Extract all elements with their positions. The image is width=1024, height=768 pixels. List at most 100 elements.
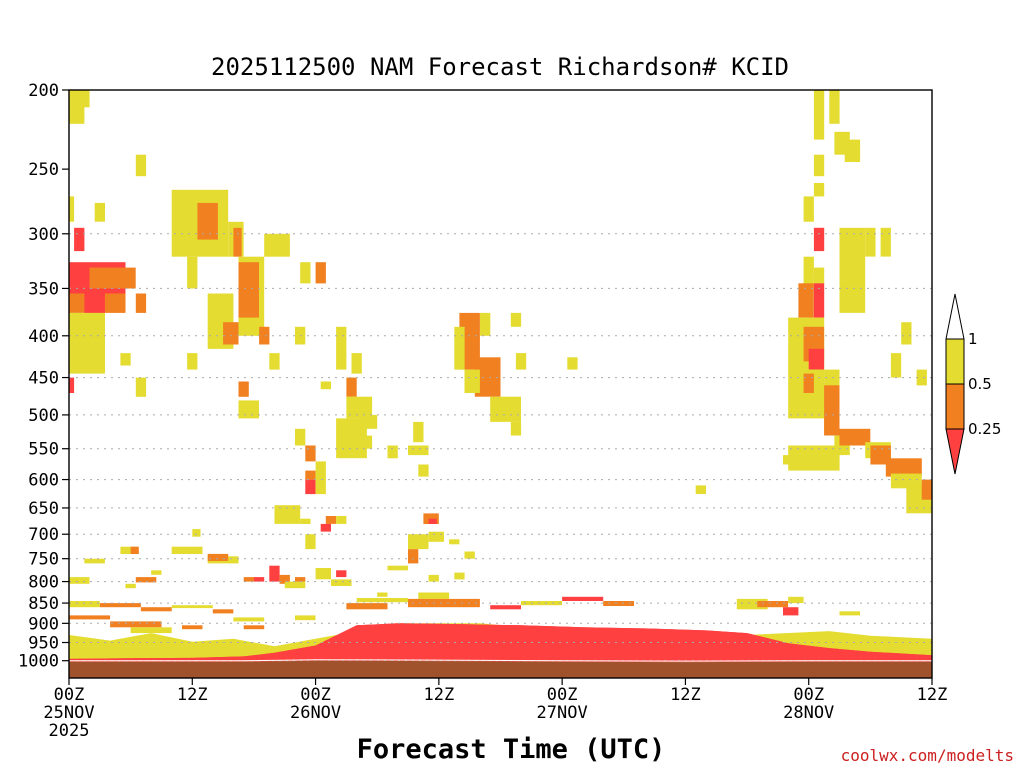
y-tick-label: 800 — [28, 573, 59, 593]
ri-cell-mid — [238, 381, 249, 397]
ri-cell-high — [783, 455, 809, 465]
ri-cell-high — [120, 546, 136, 554]
y-tick-label: 350 — [28, 279, 59, 299]
ri-cell-high — [315, 461, 326, 495]
ri-cell-high — [454, 572, 465, 580]
ri-cell-high — [125, 583, 136, 589]
ri-cell-high — [284, 581, 306, 589]
y-axis: 200 250 300 350 400 450 500 550 600 650 700 750 8008… — [18, 81, 69, 672]
ri-cell-high — [490, 396, 521, 422]
ri-cell-high — [295, 428, 306, 446]
x-tick-label: 27NOV — [537, 703, 588, 723]
colorbar-label: 1 — [968, 330, 978, 348]
ri-cell-high — [135, 377, 147, 397]
y-tick-label: 700 — [28, 525, 59, 545]
ri-cell-mid — [207, 553, 229, 561]
ri-cell-mid — [182, 625, 203, 630]
ri-cell-high — [238, 400, 259, 419]
ri-cell-high — [890, 473, 922, 489]
x-tick-label: 12Z — [917, 685, 948, 705]
ri-cell-high — [865, 227, 876, 257]
credit-link[interactable]: coolwx.com/modelts — [841, 746, 1014, 765]
ri-cell-mid — [279, 574, 290, 584]
ri-cell-low — [84, 293, 105, 313]
ri-cell-mid — [140, 607, 172, 612]
ri-cell-mid — [305, 470, 316, 480]
ri-cell-high — [418, 592, 450, 599]
ri-cell-high — [839, 227, 866, 313]
ri-cell-high — [171, 546, 203, 554]
ri-cell-mid — [757, 601, 789, 608]
ri-cell-high — [839, 611, 860, 616]
x-tick-label: 2025 — [49, 721, 90, 741]
y-tick-label: 400 — [28, 327, 59, 347]
ri-cell-high — [120, 353, 131, 366]
ri-cell-high — [300, 262, 311, 284]
y-tick-label: 500 — [28, 406, 59, 426]
ri-cell-mid — [824, 385, 840, 436]
ri-cell-high — [464, 551, 475, 559]
ri-cell-mid — [259, 326, 270, 345]
ri-cell-high — [454, 326, 465, 370]
ri-cell-mid — [223, 322, 239, 345]
ri-cell-mid — [238, 262, 259, 318]
y-tick-label: 1000 — [18, 652, 59, 672]
ri-cell-mid — [408, 598, 480, 608]
ri-cell-high — [187, 353, 198, 370]
ri-cell-low — [783, 607, 799, 616]
ri-cell-high — [813, 154, 825, 177]
ri-cell-mid — [798, 283, 814, 318]
ri-cell-high — [510, 421, 522, 436]
y-tick-label: 300 — [28, 225, 59, 245]
ri-cell-mid — [135, 293, 147, 313]
ri-cell-mid — [885, 458, 922, 477]
ri-cell-high — [567, 357, 578, 370]
ri-cell-low — [69, 377, 75, 393]
x-tick-label: 00Z — [54, 685, 85, 705]
ri-cell-mid — [295, 577, 306, 582]
ri-cell-low — [808, 348, 825, 370]
ri-cell-high — [69, 312, 105, 374]
ri-cell-high — [331, 579, 352, 586]
ri-cell-mid — [921, 479, 932, 500]
heatmap-cells — [69, 90, 932, 663]
x-tick-label: 26NOV — [290, 703, 341, 723]
ri-cell-high — [480, 312, 491, 336]
x-tick-label: 12Z — [423, 685, 454, 705]
ri-cell-mid — [243, 625, 265, 630]
colorbar-label: 0.25 — [968, 420, 1001, 438]
ri-cell-high — [916, 369, 927, 386]
ri-cell-high — [377, 592, 388, 597]
ri-cell-mid — [212, 609, 234, 614]
ri-cell-high — [171, 605, 213, 609]
ri-cell-mid — [69, 615, 111, 620]
ri-cell-mid — [870, 445, 891, 465]
x-tick-label: 00Z — [300, 685, 331, 705]
ri-cell-low — [428, 518, 437, 524]
x-tick-label: 12Z — [177, 685, 208, 705]
ri-cell-high — [464, 369, 480, 393]
colorbar-bottom-arrow — [945, 428, 965, 475]
ri-cell-low — [305, 479, 316, 495]
ri-cell-low — [562, 596, 604, 601]
ri-cell-high — [813, 183, 825, 197]
y-tick-label: 450 — [28, 369, 59, 389]
ri-cell-high — [69, 577, 90, 584]
ri-cell-high — [94, 202, 105, 222]
ri-cell-low — [336, 570, 347, 578]
colorbar-swatch-mid — [945, 383, 965, 430]
ri-cell-mid — [315, 262, 326, 284]
ri-cell-high — [901, 322, 912, 345]
x-tick-label: 25NOV — [43, 703, 94, 723]
ri-cell-high — [387, 565, 408, 571]
ri-cell-high — [351, 353, 362, 374]
ri-cell-mid — [603, 601, 634, 606]
x-tick-label: 28NOV — [783, 703, 834, 723]
ri-cell-mid — [110, 621, 162, 628]
ri-cell-high — [233, 617, 265, 622]
y-tick-label: 950 — [28, 634, 59, 654]
y-tick-label: 850 — [28, 594, 59, 614]
ri-cell-low — [253, 577, 265, 582]
ri-cell-mid — [325, 516, 337, 524]
ri-cell-mid — [346, 603, 388, 610]
